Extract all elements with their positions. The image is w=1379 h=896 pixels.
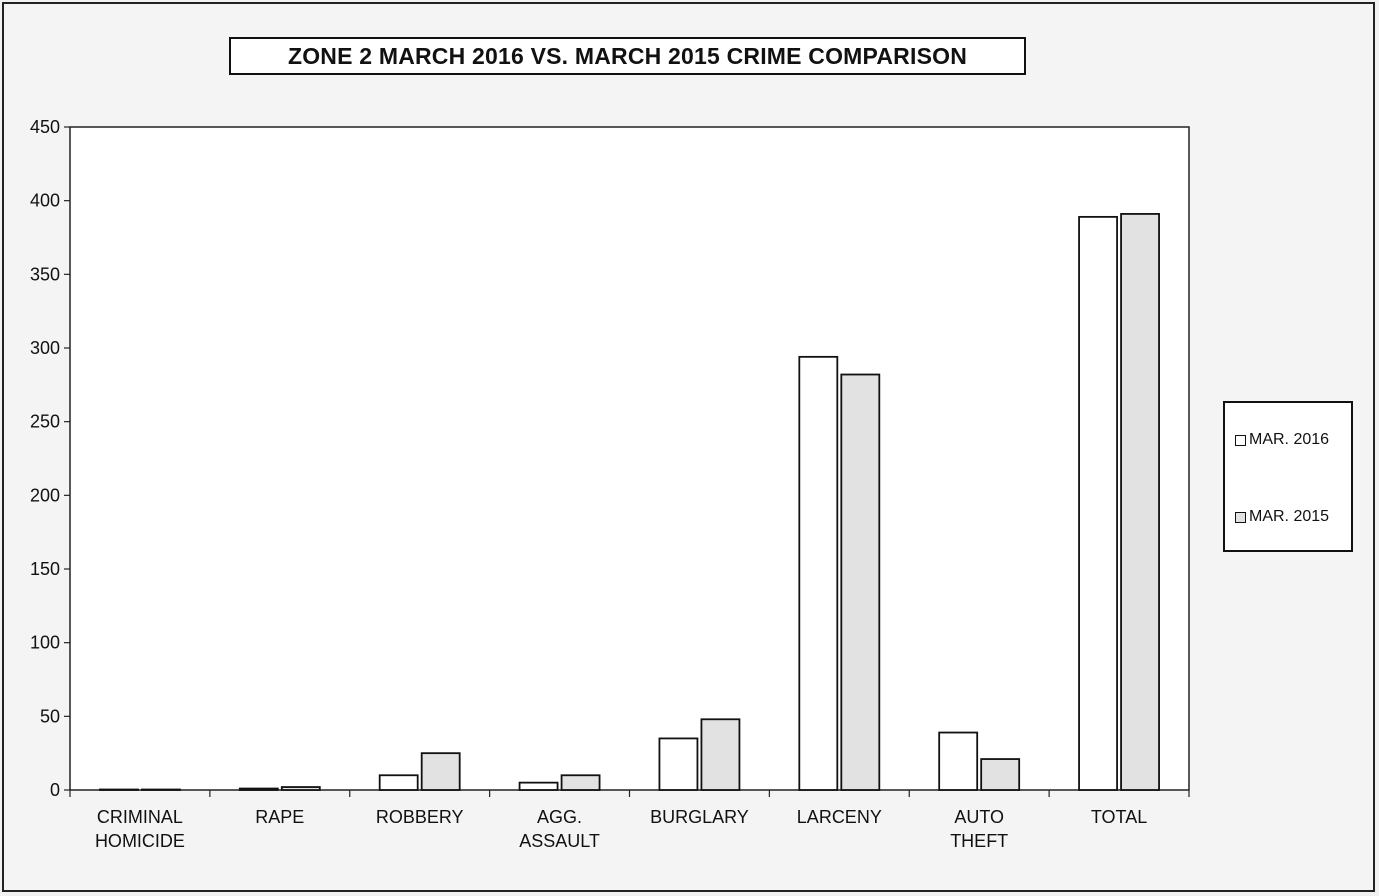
bar-mar-2016 [99,788,139,791]
bar-mar-2016 [798,355,839,791]
bar-mar-2016 [238,787,279,791]
y-tick-label: 50 [40,706,60,726]
bar-mar-2015 [700,718,741,791]
y-tick-label: 0 [50,780,60,800]
x-tick-label: RAPE [255,807,304,827]
bars [99,213,1160,791]
legend-label-mar-2016: MAR. 2016 [1249,431,1330,448]
plot-area [69,126,1190,791]
bar-mar-2016 [1078,215,1118,791]
bar-mar-2016 [658,737,699,791]
bar-mar-2015 [280,786,321,791]
bar-mar-2015 [420,752,461,791]
y-tick-label: 100 [30,633,60,653]
x-tick-label: BURGLARY [650,807,749,827]
x-tick-label: AUTO THEFT [950,807,1008,851]
chart-title: ZONE 2 MARCH 2016 VS. MARCH 2015 CRIME C… [229,37,1026,75]
legend-label-mar-2015: MAR. 2015 [1249,508,1330,525]
y-tick-label: 250 [30,412,60,432]
bar-mar-2016 [378,774,419,791]
y-tick-label: 350 [30,264,60,284]
y-tick-label: 400 [30,191,60,211]
legend: MAR. 2016 MAR. 2015 [1223,401,1353,552]
x-axis: CRIMINAL HOMICIDE RAPE ROBBERY AGG. ASSAULT BU… [69,790,1190,851]
y-axis: 0 50 100 150 200 250 300 350 400 450 [30,117,70,800]
bar-mar-2015 [840,373,881,791]
bar-mar-2015 [141,788,181,791]
legend-swatch-mar-2015 [1235,511,1246,523]
bar-mar-2015 [980,758,1021,791]
x-tick-label: TOTAL [1091,807,1147,827]
bar-mar-2015 [560,774,601,791]
bar-mar-2015 [1120,213,1160,791]
x-tick-label: ROBBERY [376,807,464,827]
y-tick-label: 300 [30,338,60,358]
x-tick-label: CRIMINAL HOMICIDE [95,807,185,851]
legend-item-mar-2016: MAR. 2016 [1235,430,1329,450]
y-tick-label: 450 [30,117,60,137]
x-tick-label: AGG. ASSAULT [519,807,600,851]
bar-mar-2016 [518,781,559,791]
legend-swatch-mar-2016 [1235,434,1246,446]
bar-mar-2016 [938,731,979,791]
y-tick-label: 150 [30,559,60,579]
y-tick-label: 200 [30,485,60,505]
legend-item-mar-2015: MAR. 2015 [1235,507,1329,527]
x-tick-label: LARCENY [797,807,882,827]
